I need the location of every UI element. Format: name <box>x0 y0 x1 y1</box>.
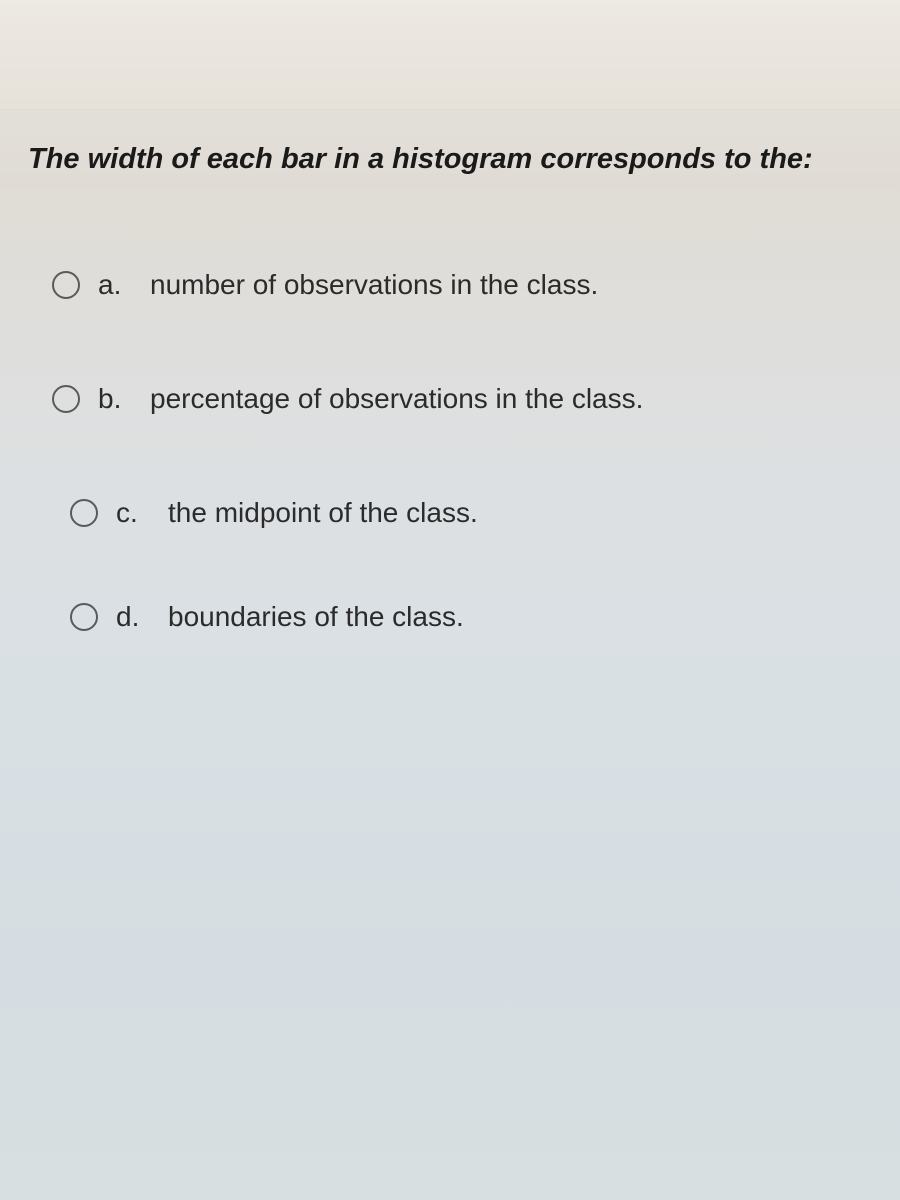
radio-c[interactable] <box>70 499 98 527</box>
option-d[interactable]: d. boundaries of the class. <box>52 601 872 633</box>
option-a[interactable]: a. number of observations in the class. <box>52 269 872 301</box>
option-b[interactable]: b. percentage of observations in the cla… <box>52 383 872 415</box>
top-empty-band <box>0 0 900 110</box>
question-container: The width of each bar in a histogram cor… <box>0 110 900 633</box>
radio-a[interactable] <box>52 271 80 299</box>
question-text: The width of each bar in a histogram cor… <box>28 140 872 179</box>
radio-d[interactable] <box>70 603 98 631</box>
option-letter: a. <box>98 269 128 301</box>
option-text: boundaries of the class. <box>168 601 464 633</box>
option-c[interactable]: c. the midpoint of the class. <box>52 497 872 529</box>
options-list: a. number of observations in the class. … <box>28 269 872 633</box>
option-text: number of observations in the class. <box>150 269 598 301</box>
option-letter: b. <box>98 383 128 415</box>
option-text: percentage of observations in the class. <box>150 383 643 415</box>
radio-b[interactable] <box>52 385 80 413</box>
option-letter: c. <box>116 497 146 529</box>
option-letter: d. <box>116 601 146 633</box>
option-text: the midpoint of the class. <box>168 497 478 529</box>
